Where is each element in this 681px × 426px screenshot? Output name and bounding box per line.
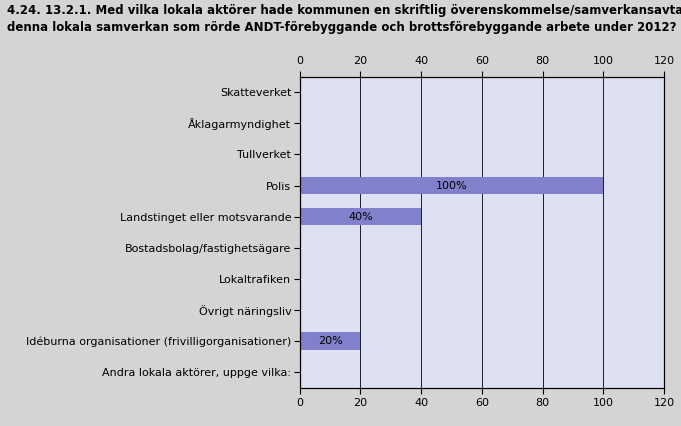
Bar (300, 177, 603, 194)
Text: 20%: 20% (317, 336, 343, 346)
Text: 4.24. 13.2.1. Med vilka lokala aktörer hade kommunen en skriftlig överenskommels: 4.24. 13.2.1. Med vilka lokala aktörer h… (7, 4, 681, 34)
Bar (300, 208, 421, 225)
Text: 100%: 100% (436, 181, 467, 190)
Bar (300, 332, 360, 350)
Text: 40%: 40% (348, 212, 373, 222)
